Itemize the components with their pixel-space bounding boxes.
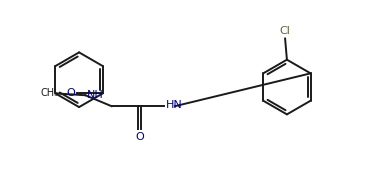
Text: O: O	[135, 132, 144, 142]
Text: NH: NH	[87, 90, 104, 100]
Text: O: O	[67, 88, 75, 98]
Text: Cl: Cl	[280, 26, 291, 36]
Text: CH₃: CH₃	[40, 88, 58, 98]
Text: HN: HN	[165, 100, 182, 110]
